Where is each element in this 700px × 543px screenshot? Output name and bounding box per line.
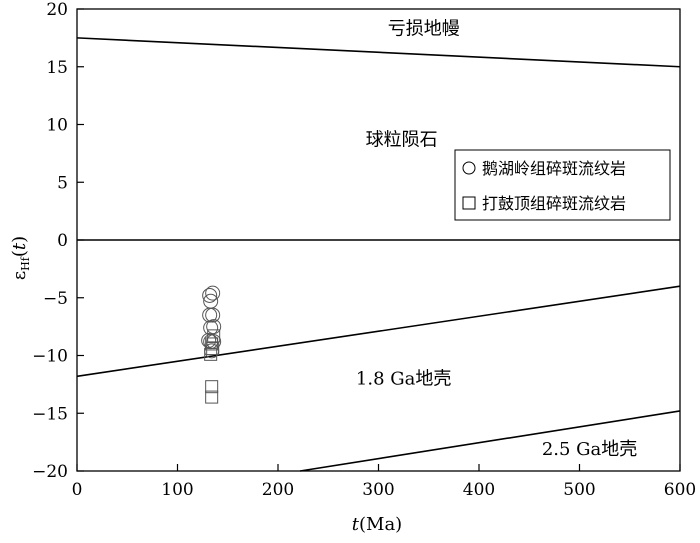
y-axis-label-paren-open: (: [9, 250, 30, 257]
y-axis-label-paren-close: ): [9, 236, 30, 243]
y-axis-label-epsilon: ε: [9, 271, 30, 280]
data-point-square: [207, 329, 221, 343]
data-point-circle: [205, 307, 221, 323]
legend-square-marker: [462, 196, 476, 210]
data-point-circle: [201, 332, 217, 348]
reference-line: [76, 285, 681, 378]
reference-line: [76, 37, 681, 68]
region-label: 2.5 Ga地壳: [542, 439, 637, 460]
x-tick-label: 300: [362, 480, 394, 500]
x-axis-label-unit: (Ma): [359, 514, 402, 535]
y-tick-label: 20: [46, 0, 68, 20]
data-point-circle: [202, 287, 218, 303]
data-points: [201, 285, 222, 404]
x-tick-label: 0: [72, 480, 83, 500]
region-label: 1.8 Ga地壳: [356, 368, 451, 389]
data-point-circle: [205, 285, 221, 301]
y-axis-ticks: 20 15 10 5 0 −5 −10 −15 −20: [32, 0, 84, 482]
y-tick-label: −20: [32, 462, 68, 482]
x-axis-label-italic: t: [352, 514, 360, 535]
y-tick-label: 5: [57, 173, 68, 193]
y-tick-label: 10: [46, 116, 68, 136]
y-axis-label-italic: t: [9, 242, 30, 250]
reference-lines: [76, 37, 681, 472]
legend-label-circle: 鹅湖岭组碎斑流纹岩: [482, 159, 626, 178]
x-axis-label: t(Ma): [352, 514, 402, 535]
data-point-square: [205, 380, 219, 394]
legend-box: [454, 149, 671, 221]
legend-label-square: 打鼓顶组碎斑流纹岩: [482, 194, 626, 213]
x-axis-ticks: 0 100 200 300 400 500 600: [72, 464, 696, 500]
y-tick-label: 0: [57, 231, 68, 251]
reference-line: [299, 410, 681, 472]
region-label: 球粒陨石: [366, 129, 438, 150]
x-tick-label: 200: [262, 480, 294, 500]
region-label: 亏损地幔: [388, 18, 460, 39]
y-axis-label: εHf(t): [9, 236, 32, 280]
x-tick-label: 600: [664, 480, 696, 500]
y-tick-label: −10: [32, 347, 68, 367]
y-tick-label: −5: [43, 289, 68, 309]
legend: 鹅湖岭组碎斑流纹岩 打鼓顶组碎斑流纹岩: [454, 149, 671, 221]
data-point-square: [204, 347, 218, 361]
data-point-square: [205, 390, 219, 404]
data-point-circle: [206, 319, 222, 335]
y-tick-label: 15: [46, 58, 68, 78]
x-tick-label: 100: [161, 480, 193, 500]
y-axis-label-subscript: Hf: [19, 256, 32, 271]
x-tick-label: 400: [463, 480, 495, 500]
legend-circle-marker: [462, 161, 476, 175]
data-point-circle: [202, 307, 218, 323]
data-point-square: [205, 337, 219, 351]
x-tick-label: 500: [563, 480, 595, 500]
y-tick-label: −15: [32, 404, 68, 424]
